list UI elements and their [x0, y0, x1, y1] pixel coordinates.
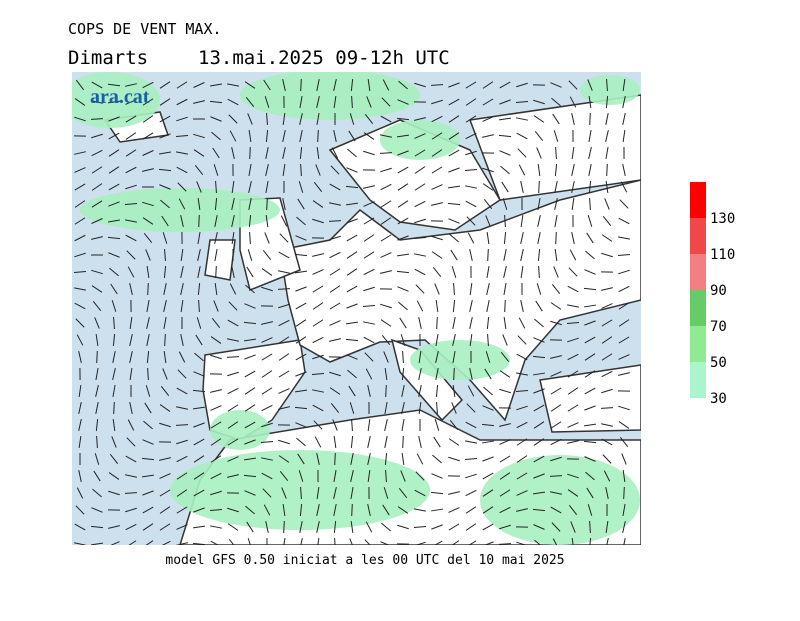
legend-swatch — [690, 326, 706, 362]
wind-barb — [318, 130, 319, 142]
map: ara.cat — [60, 70, 641, 550]
legend-label: 70 — [710, 319, 727, 335]
wind-barb — [454, 368, 455, 380]
wind-barb — [284, 521, 285, 533]
wind-barb — [301, 79, 302, 91]
wind-barb — [488, 249, 489, 261]
legend-label: 30 — [710, 391, 727, 407]
wind-barb — [97, 351, 98, 363]
title: COPS DE VENT MAX. — [68, 20, 222, 38]
wind-barb — [250, 147, 251, 159]
wind-barb — [335, 453, 336, 465]
legend-label: 50 — [710, 355, 727, 371]
wind-barb — [352, 504, 353, 516]
legend-swatch — [690, 182, 706, 218]
wind-barb — [607, 164, 608, 176]
legend-swatch — [690, 362, 706, 398]
date: 13.mai.2025 09-12h UTC — [198, 47, 450, 69]
wind-barb — [539, 181, 540, 193]
footer: model GFS 0.50 iniciat a les 00 UTC del … — [165, 553, 564, 568]
wind-barb — [590, 113, 591, 125]
wind-barb — [148, 283, 149, 295]
wind-barb — [199, 215, 200, 227]
legend: 30 50 70 90 110 130 — [690, 182, 735, 407]
wind-barb — [556, 232, 557, 244]
wind-barb — [386, 385, 387, 397]
legend-label: 110 — [710, 247, 735, 263]
wind-barb — [267, 198, 268, 210]
legend-swatch — [690, 254, 706, 290]
legend-label: 90 — [710, 283, 727, 299]
wind-barb — [216, 266, 217, 278]
legend-label: 130 — [710, 211, 735, 227]
legend-swatch — [690, 290, 706, 326]
wind-barb — [437, 317, 438, 329]
wind-barb — [403, 436, 404, 448]
wind-barb — [114, 402, 115, 414]
day: Dimarts — [68, 47, 148, 69]
legend-swatch — [690, 218, 706, 254]
logo: ara.cat — [90, 86, 150, 108]
wind-barb — [624, 487, 625, 499]
wind-barb — [165, 334, 166, 346]
wind-barb — [505, 300, 506, 312]
